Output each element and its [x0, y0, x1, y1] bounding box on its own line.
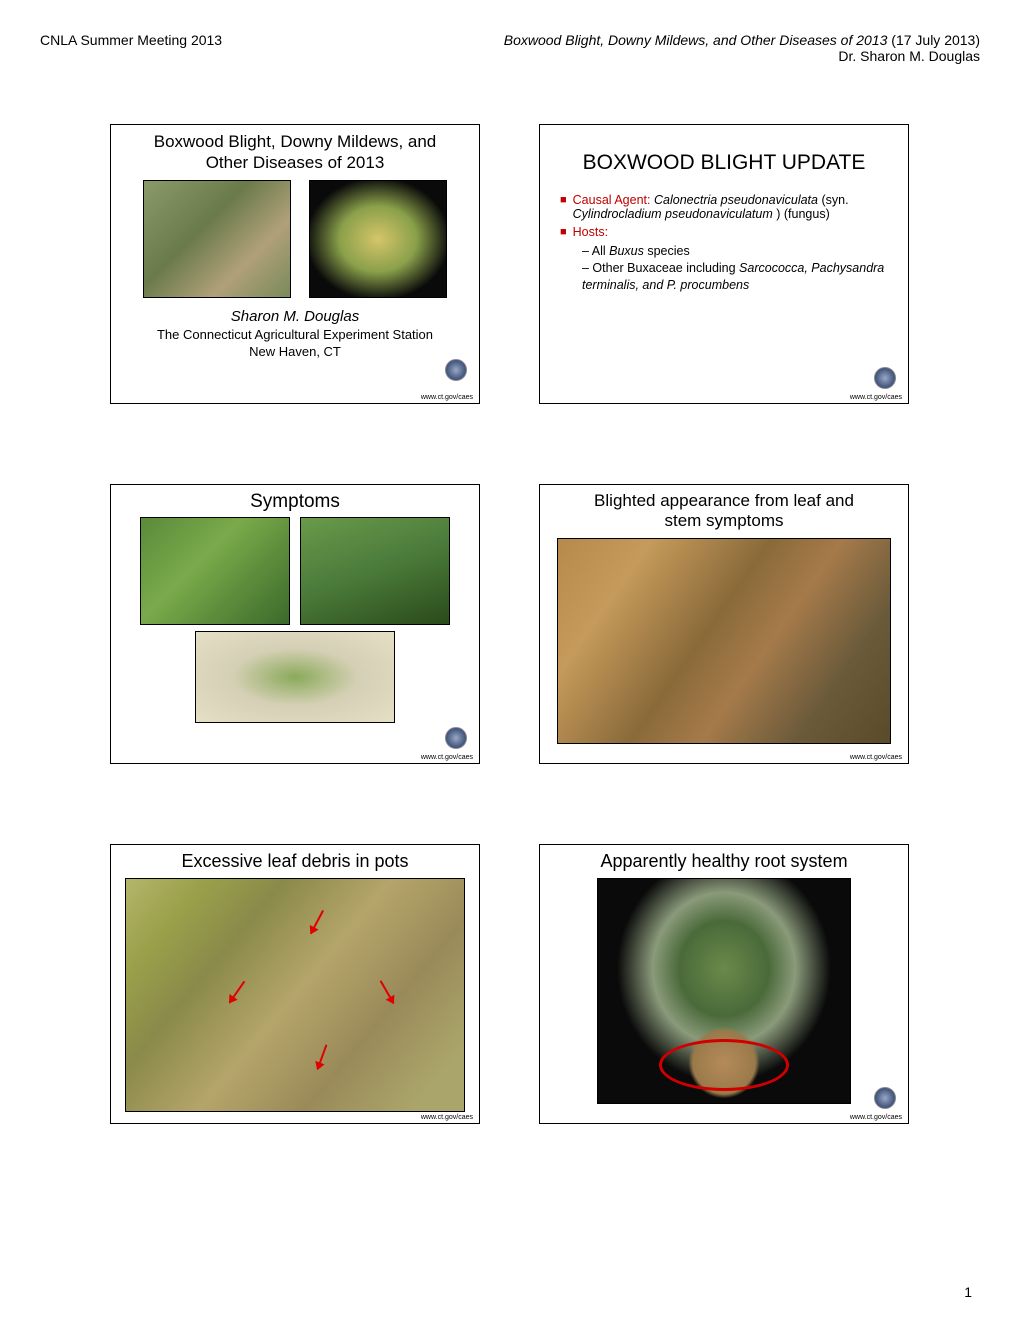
slide6-image	[597, 878, 851, 1104]
slide4-image	[557, 538, 891, 744]
slide2-b2-label: Hosts:	[573, 225, 608, 239]
slide3-image-2	[300, 517, 450, 625]
header-author: Dr. Sharon M. Douglas	[504, 48, 980, 64]
slide5-image	[125, 878, 465, 1112]
bullet-icon: ■	[560, 226, 567, 239]
slide1-image-shrubs	[143, 180, 291, 298]
slide2-body: ■ Causal Agent: Calonectria pseudonavicu…	[550, 193, 898, 294]
slide2-b1-i1: Calonectria pseudonaviculata	[654, 193, 818, 207]
slide2-b1: Causal Agent: Calonectria pseudonavicula…	[573, 193, 892, 221]
slide2-b1-i2: Cylindrocladium pseudonaviculatum	[573, 207, 777, 221]
slide3-image-1	[140, 517, 290, 625]
slide3-title: Symptoms	[121, 491, 469, 513]
footer-url: www.ct.gov/caes	[850, 754, 902, 761]
slide1-title-l2: Other Diseases of 2013	[206, 153, 385, 172]
footer-url: www.ct.gov/caes	[421, 394, 473, 401]
t: (syn.	[818, 193, 849, 207]
slide-2: BOXWOOD BLIGHT UPDATE ■ Causal Agent: Ca…	[539, 124, 909, 404]
slide-6: Apparently healthy root system www.ct.go…	[539, 844, 909, 1124]
slide-4: Blighted appearance from leaf and stem s…	[539, 484, 909, 764]
slide2-b2-s1: – All Buxus species	[582, 243, 892, 260]
t: Buxus	[609, 244, 644, 258]
t: Blighted appearance from leaf and	[594, 491, 854, 510]
seal-icon	[445, 359, 467, 381]
slide-1: Boxwood Blight, Downy Mildews, and Other…	[110, 124, 480, 404]
t: ) (fungus)	[776, 207, 830, 221]
footer-url: www.ct.gov/caes	[850, 394, 902, 401]
page-header: CNLA Summer Meeting 2013 Boxwood Blight,…	[40, 32, 980, 64]
footer-url: www.ct.gov/caes	[850, 1114, 902, 1121]
slide1-location: New Haven, CT	[121, 344, 469, 359]
footer-url: www.ct.gov/caes	[421, 1114, 473, 1121]
t: species	[644, 244, 690, 258]
seal-icon	[445, 727, 467, 749]
t: – All	[582, 244, 609, 258]
slide4-title: Blighted appearance from leaf and stem s…	[550, 491, 898, 532]
highlight-oval	[659, 1039, 789, 1091]
slide1-title: Boxwood Blight, Downy Mildews, and Other…	[121, 131, 469, 174]
header-right: Boxwood Blight, Downy Mildews, and Other…	[504, 32, 980, 64]
arrow-icon	[310, 910, 324, 934]
slide6-title: Apparently healthy root system	[550, 851, 898, 872]
slide-grid: Boxwood Blight, Downy Mildews, and Other…	[40, 124, 980, 1124]
bullet-icon: ■	[560, 194, 567, 221]
slide2-b2-s2: – Other Buxaceae including Sarcococca, P…	[582, 260, 892, 294]
slide1-author: Sharon M. Douglas	[121, 308, 469, 325]
slide1-image-plant	[309, 180, 447, 298]
header-date: (17 July 2013)	[887, 32, 980, 48]
arrow-icon	[229, 981, 246, 1003]
arrow-icon	[380, 980, 395, 1004]
slide2-b1-label: Causal Agent:	[573, 193, 651, 207]
t: stem symptoms	[664, 511, 783, 530]
slide-5: Excessive leaf debris in pots www.ct.gov…	[110, 844, 480, 1124]
header-title: Boxwood Blight, Downy Mildews, and Other…	[504, 32, 888, 48]
t: – Other Buxaceae including	[582, 261, 739, 275]
footer-url: www.ct.gov/caes	[421, 754, 473, 761]
header-left: CNLA Summer Meeting 2013	[40, 32, 222, 64]
slide-3: Symptoms www.ct.gov/caes	[110, 484, 480, 764]
page-number: 1	[964, 1284, 972, 1300]
slide3-image-3	[195, 631, 395, 723]
arrow-icon	[317, 1044, 328, 1069]
slide5-title: Excessive leaf debris in pots	[121, 851, 469, 872]
slide1-title-l1: Boxwood Blight, Downy Mildews, and	[154, 132, 437, 151]
slide2-title: BOXWOOD BLIGHT UPDATE	[550, 151, 898, 175]
seal-icon	[874, 367, 896, 389]
slide1-affiliation: The Connecticut Agricultural Experiment …	[121, 327, 469, 342]
seal-icon	[874, 1087, 896, 1109]
